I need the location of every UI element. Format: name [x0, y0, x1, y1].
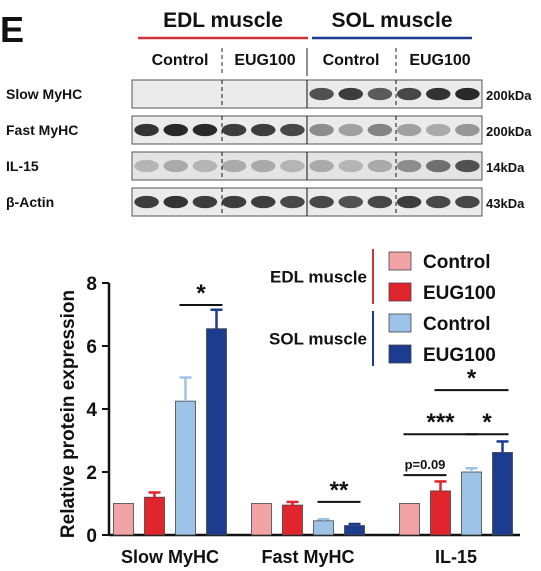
blot-band [192, 123, 218, 137]
chart-legend: EDL muscle Control EUG100 SOL muscle Control… [269, 249, 496, 366]
blot-band [280, 195, 305, 209]
blot-band [192, 159, 218, 173]
blot-band [134, 123, 159, 137]
blot-band [338, 195, 363, 209]
significance-label: p=0.09 [405, 457, 446, 472]
blot-band [396, 87, 422, 101]
blot-band [426, 123, 451, 137]
legend-group-label: EDL muscle [270, 268, 367, 287]
y-tick-label: 6 [86, 337, 97, 358]
western-blot: EDL muscle SOL muscle Control EUG100 Control… [6, 9, 532, 217]
y-tick-label: 2 [86, 463, 97, 484]
blot-band [455, 159, 480, 173]
blot-band [221, 123, 247, 137]
blot-band [426, 159, 451, 173]
bar [344, 525, 365, 536]
blot-protein-label: Fast MyHC [6, 122, 78, 138]
bar [206, 328, 227, 536]
bar [113, 503, 134, 536]
bar [399, 503, 420, 536]
blot-subgroup-label: Control [323, 52, 380, 69]
blot-group-label: EDL muscle [163, 9, 283, 32]
bar [251, 503, 272, 536]
legend-item-label: EUG100 [423, 345, 496, 366]
blot-band [163, 195, 188, 209]
blot-band [251, 159, 276, 173]
blot-band [455, 195, 480, 209]
significance-label: ** [330, 477, 349, 504]
blot-size-label: 43kDa [486, 196, 525, 211]
blot-band [396, 195, 422, 209]
blot-subgroup-label: EUG100 [234, 52, 295, 69]
blot-band [426, 195, 451, 209]
blot-band [192, 195, 218, 209]
legend-swatch [388, 282, 412, 302]
blot-band [455, 123, 480, 137]
bar [430, 490, 451, 536]
x-category-label: Fast MyHC [261, 547, 354, 567]
blot-band [309, 159, 334, 173]
blot-band [338, 87, 363, 101]
blot-band [338, 159, 363, 173]
blot-group-label: SOL muscle [332, 9, 453, 32]
bar-chart: 0 2 4 6 8 Relative protein expression Slow MyH… [58, 274, 520, 567]
blot-band [221, 159, 247, 173]
blot-band [367, 123, 393, 137]
legend-swatch [388, 344, 412, 364]
blot-band [163, 123, 188, 137]
blot-band [455, 87, 480, 101]
blot-band [309, 123, 334, 137]
blot-band [426, 87, 451, 101]
blot-band [309, 87, 334, 101]
blot-protein-label: β-Actin [6, 194, 54, 210]
blot-subgroup-label: Control [152, 52, 209, 69]
bar [313, 520, 334, 536]
legend-item-label: EUG100 [423, 283, 496, 304]
blot-protein-label: IL-15 [6, 158, 39, 174]
y-tick-label: 4 [86, 400, 97, 421]
y-tick-label: 0 [86, 526, 97, 547]
bar [175, 400, 196, 536]
blot-band [134, 195, 159, 209]
legend-swatch [388, 313, 412, 333]
blot-band [251, 195, 276, 209]
significance-label: * [482, 409, 492, 436]
legend-swatch [388, 251, 412, 271]
y-tick-label: 8 [86, 274, 97, 295]
blot-size-label: 200kDa [486, 124, 532, 139]
legend-group-label: SOL muscle [269, 330, 367, 349]
legend-item-label: Control [423, 252, 491, 273]
blot-band [280, 159, 305, 173]
blot-band [367, 159, 393, 173]
bar [144, 496, 165, 536]
x-category-label: IL-15 [435, 547, 477, 567]
significance-label: * [467, 365, 477, 392]
blot-band [280, 123, 305, 137]
blot-subgroup-label: EUG100 [409, 52, 470, 69]
blot-band [396, 159, 422, 173]
blot-size-label: 200kDa [486, 88, 532, 103]
bar [461, 471, 482, 536]
blot-band [338, 123, 363, 137]
blot-band [221, 195, 247, 209]
blot-band [367, 195, 393, 209]
bar [282, 504, 303, 536]
blot-protein-label: Slow MyHC [6, 86, 82, 102]
y-axis-label: Relative protein expression [58, 290, 79, 538]
x-category-label: Slow MyHC [121, 547, 219, 567]
blot-band [309, 195, 334, 209]
blot-band [251, 123, 276, 137]
blot-band [396, 123, 422, 137]
significance-label: *** [426, 409, 455, 436]
bar [492, 452, 513, 536]
blot-size-label: 14kDa [486, 160, 525, 175]
legend-item-label: Control [423, 314, 491, 335]
blot-band [134, 159, 159, 173]
blot-band [163, 159, 188, 173]
panel-label: E [0, 9, 24, 50]
significance-label: * [196, 280, 206, 307]
blot-band [367, 87, 393, 101]
